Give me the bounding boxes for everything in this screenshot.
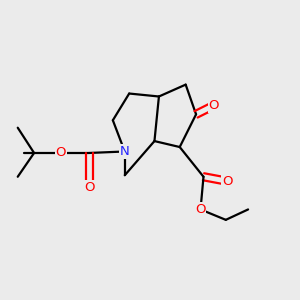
Text: O: O (56, 146, 66, 160)
Text: O: O (209, 99, 219, 112)
Text: O: O (195, 203, 206, 216)
Text: O: O (84, 181, 94, 194)
Text: N: N (120, 145, 130, 158)
Text: O: O (222, 175, 232, 188)
